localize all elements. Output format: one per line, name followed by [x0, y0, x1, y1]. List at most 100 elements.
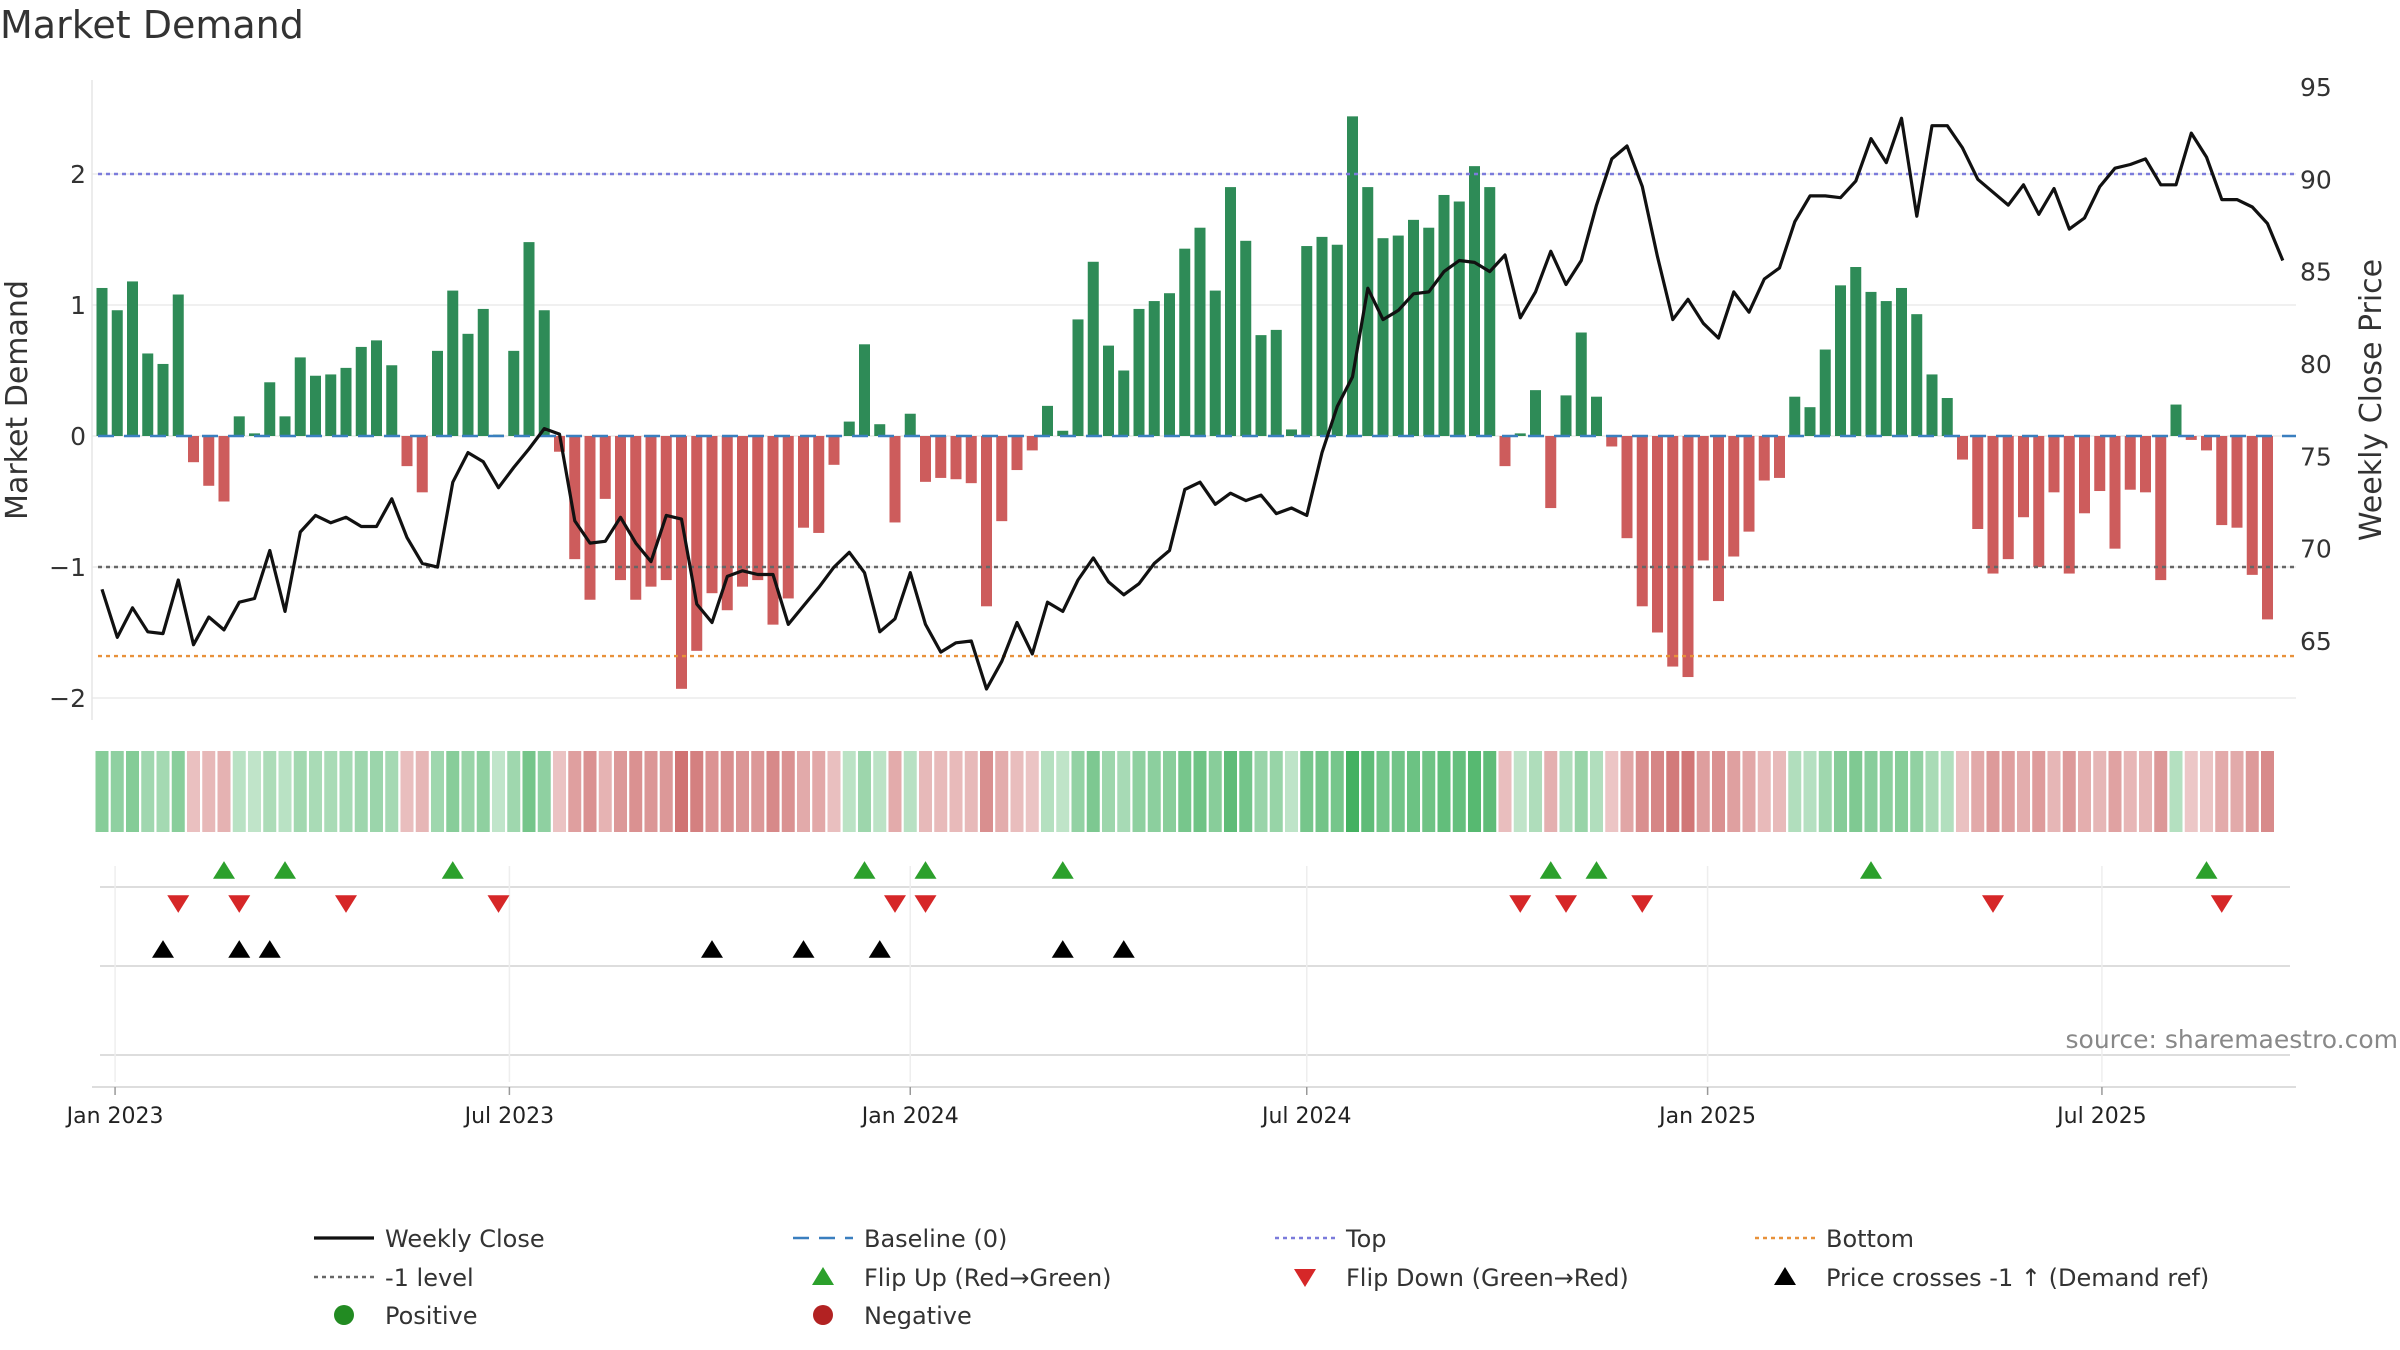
heat-cell [1071, 751, 1085, 832]
heat-cell [1574, 751, 1588, 832]
heat-cell [1559, 751, 1573, 832]
heat-cell [553, 751, 566, 832]
heat-cell [339, 751, 353, 832]
demand-bar [142, 353, 154, 436]
demand-bar [584, 436, 596, 600]
flip-down-marker [2210, 895, 2233, 913]
heat-cell [1879, 751, 1893, 832]
demand-bar [2246, 436, 2258, 575]
heat-cell [812, 751, 826, 832]
demand-bar [1514, 433, 1526, 436]
demand-bar [1209, 290, 1221, 436]
heat-cell [568, 751, 582, 832]
demand-bar [1926, 374, 1938, 436]
date-axis-ticks: Jan 2023 Jul 2023 Jan 2024 Jul 2024 Jan 2025… [65, 1087, 2147, 1129]
demand-bar [96, 287, 108, 436]
demand-bar [249, 433, 260, 436]
heat-cell [1361, 751, 1375, 832]
demand-bar [1652, 436, 1663, 633]
heat-cell [873, 751, 887, 832]
demand-bar [1423, 227, 1435, 436]
demand-bar [767, 436, 779, 625]
demand-bar [950, 436, 962, 480]
heat-cell [1742, 751, 1756, 832]
left-tick-label: 0 [70, 422, 86, 451]
demand-bar [279, 416, 291, 436]
demand-bar [1148, 301, 1160, 436]
heat-cell [2215, 751, 2229, 832]
heat-cell [644, 751, 658, 832]
demand-bar [2002, 436, 2014, 560]
heat-cell [217, 751, 231, 832]
heat-cell [2169, 751, 2183, 832]
demand-bar [2185, 436, 2197, 440]
heat-cell [1757, 751, 1771, 832]
heat-cell [827, 751, 841, 832]
demand-bar [1911, 314, 1923, 436]
heat-cell [1147, 751, 1161, 832]
heat-cell [1163, 751, 1176, 832]
demand-bar [1331, 244, 1343, 436]
right-tick-label: 70 [2300, 535, 2332, 564]
event-markers [152, 861, 2233, 958]
left-tick-label: −1 [49, 553, 86, 582]
heat-cell [2078, 751, 2091, 832]
date-tick-label: Jan 2025 [1657, 1104, 1756, 1129]
demand-bar [1835, 285, 1846, 436]
heat-cell [1620, 751, 1634, 832]
heat-cell [2032, 751, 2046, 832]
heat-cell [110, 751, 124, 832]
demand-bar [889, 436, 901, 523]
right-tick-label: 85 [2300, 258, 2332, 287]
demand-bar [416, 436, 428, 493]
demand-bar [1987, 436, 1999, 574]
heat-cell [522, 751, 536, 832]
demand-bar [1713, 436, 1724, 602]
demand-bar [1362, 187, 1374, 436]
demand-bar [294, 357, 306, 436]
demand-bar [1789, 396, 1801, 436]
demand-bar [721, 436, 733, 611]
heat-cell [187, 751, 200, 832]
heat-cell [903, 751, 917, 832]
demand-bar [2063, 436, 2075, 574]
demand-bar [325, 374, 337, 436]
left-tick-label: −2 [49, 684, 86, 713]
demand-bar [1499, 436, 1511, 467]
demand-bar [2033, 436, 2045, 567]
demand-bar [355, 346, 367, 436]
demand-bar [1194, 227, 1206, 436]
demand-bar [264, 382, 276, 436]
heat-cell [1300, 751, 1314, 832]
demand-bar [737, 436, 748, 587]
heat-cell [156, 751, 170, 832]
right-tick-label: 65 [2300, 627, 2332, 656]
heat-cell [2062, 751, 2076, 832]
heat-cell [2047, 751, 2061, 832]
heat-cell [141, 751, 155, 832]
price-cross-marker [228, 940, 251, 958]
demand-bar [752, 436, 764, 581]
date-tick-label: Jul 2023 [463, 1104, 555, 1129]
date-tick-label: Jul 2024 [1260, 1104, 1352, 1129]
demand-bar [2201, 436, 2212, 451]
heat-cell [1117, 751, 1131, 832]
demand-bar [1118, 370, 1130, 436]
heat-cell [858, 751, 871, 832]
date-tick-label: Jan 2024 [860, 1104, 959, 1129]
demand-bar [1896, 287, 1907, 436]
demand-bar [1545, 436, 1557, 509]
heat-cell [2184, 751, 2198, 832]
heat-cell [232, 751, 246, 832]
legend-swatch [1294, 1269, 1316, 1287]
heat-cell [1437, 751, 1451, 832]
heat-cell [1483, 751, 1497, 832]
legend-swatch [334, 1305, 354, 1325]
heat-cell [370, 751, 383, 832]
heat-cell [1635, 751, 1649, 832]
heat-cell [919, 751, 932, 832]
heat-cell [1956, 751, 1969, 832]
demand-bar [2018, 436, 2029, 518]
heat-cell [1468, 751, 1481, 832]
